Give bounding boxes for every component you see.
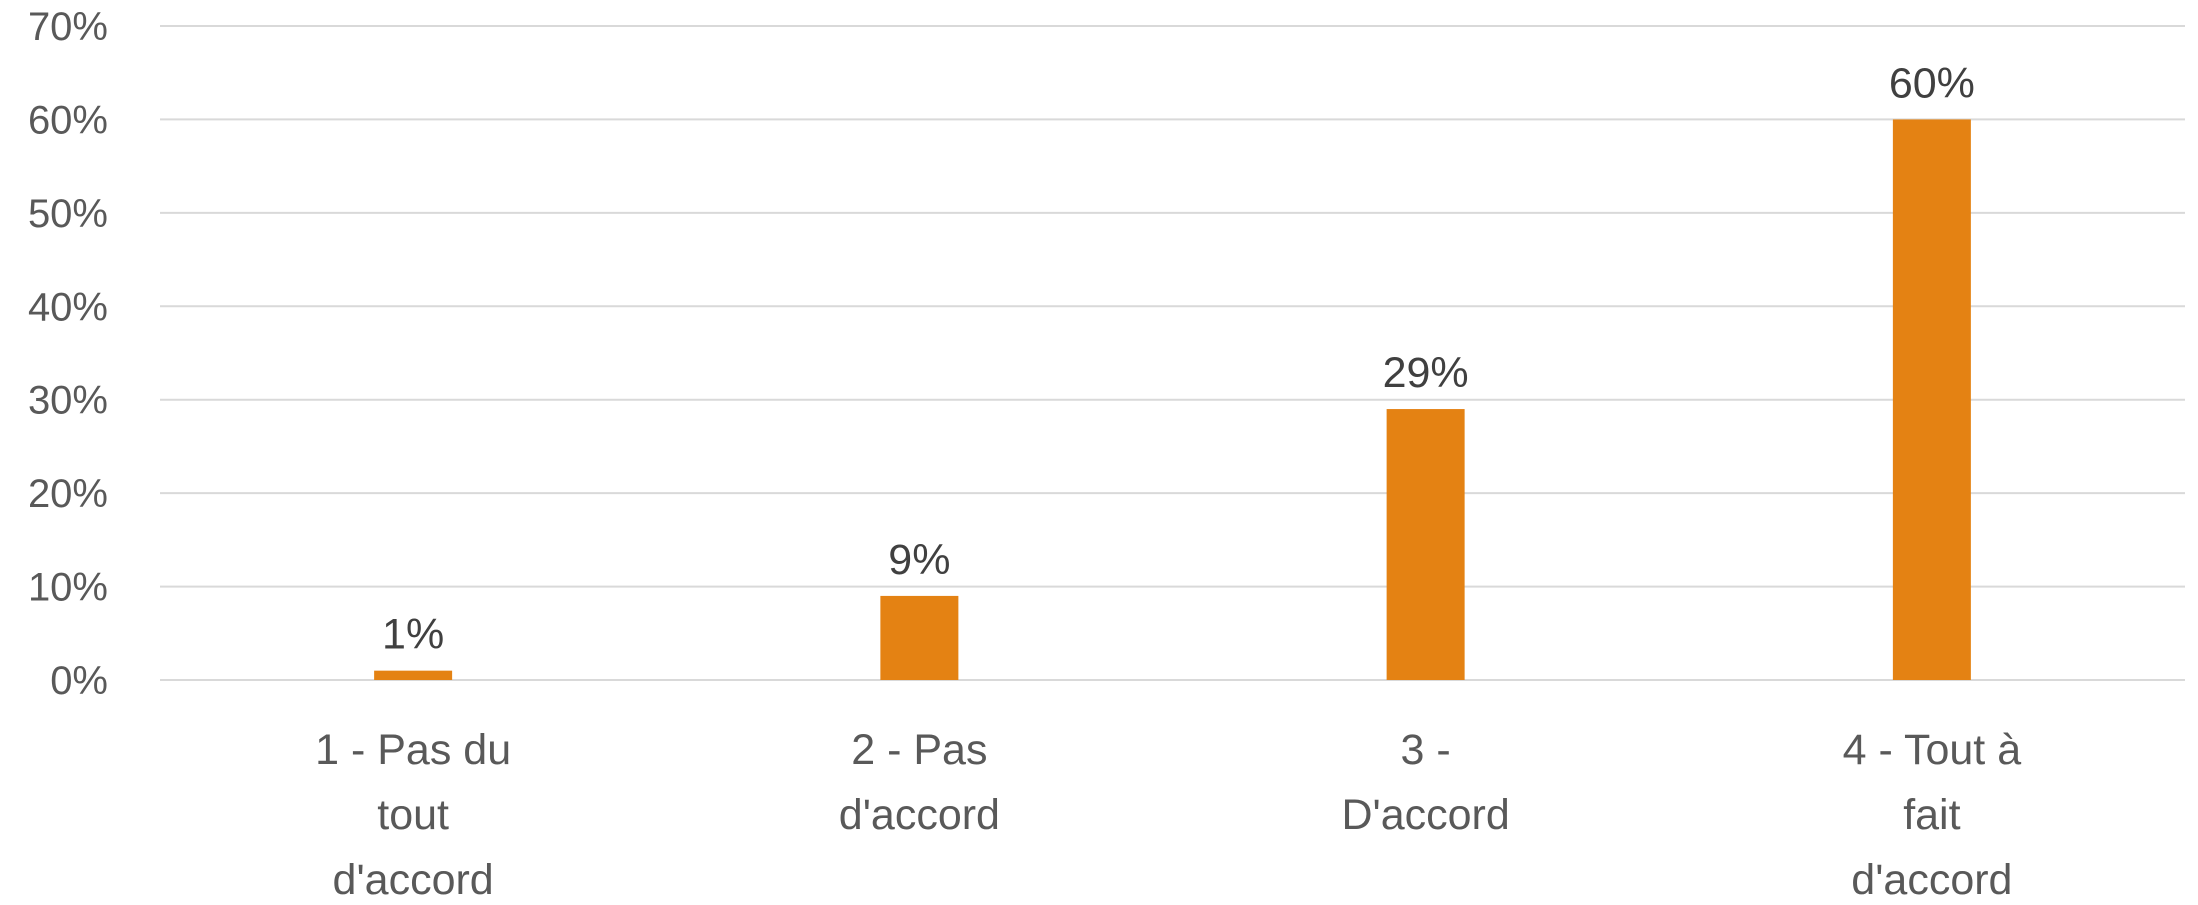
y-tick-label: 70% xyxy=(28,5,108,49)
x-category-label-line: tout xyxy=(377,791,449,839)
x-category-label: 2 - Pas d'accord xyxy=(839,726,1000,839)
x-category-label-line: d'accord xyxy=(1851,856,2012,900)
x-category-label: 1 - Pas du tout d'accord xyxy=(315,726,511,900)
data-label: 1% xyxy=(382,611,444,659)
x-category-label: 4 - Tout à fait d'accord xyxy=(1843,726,2022,900)
x-axis-category-labels: 1 - Pas du tout d'accord 2 - Pas d'accord 3 -… xyxy=(315,726,2022,904)
x-category-label-line: d'accord xyxy=(333,856,494,900)
data-label: 9% xyxy=(888,536,950,584)
y-axis-tick-labels: 0% 10% 20% 30% 40% 50% 60% 70% xyxy=(28,5,108,703)
x-category-label: 3 - D'accord xyxy=(1341,726,1509,839)
x-category-label-line: d'accord xyxy=(839,791,1000,839)
y-tick-label: 60% xyxy=(28,98,108,142)
y-tick-label: 20% xyxy=(28,472,108,516)
y-tick-label: 0% xyxy=(50,659,108,703)
data-label: 60% xyxy=(1889,59,1975,107)
y-tick-label: 10% xyxy=(28,566,108,610)
bar xyxy=(374,670,453,680)
bars xyxy=(374,119,1971,680)
x-category-label-line: fait xyxy=(1903,791,1960,839)
bar xyxy=(1892,119,1971,680)
x-category-label-line: D'accord xyxy=(1341,791,1509,839)
y-tick-label: 50% xyxy=(28,192,108,236)
x-category-label-line: 4 - Tout à xyxy=(1843,726,2022,774)
data-labels: 1% 9% 29% 60% xyxy=(382,59,1975,658)
y-tick-label: 30% xyxy=(28,379,108,423)
x-category-label-line: 3 - xyxy=(1401,726,1451,774)
x-category-label-line: 1 - Pas du xyxy=(315,726,511,774)
bar xyxy=(880,595,959,680)
gridlines xyxy=(160,25,2185,681)
data-label: 29% xyxy=(1383,349,1469,397)
bar xyxy=(1386,409,1465,680)
y-tick-label: 40% xyxy=(28,285,108,329)
x-category-label-line: 2 - Pas xyxy=(851,726,987,774)
